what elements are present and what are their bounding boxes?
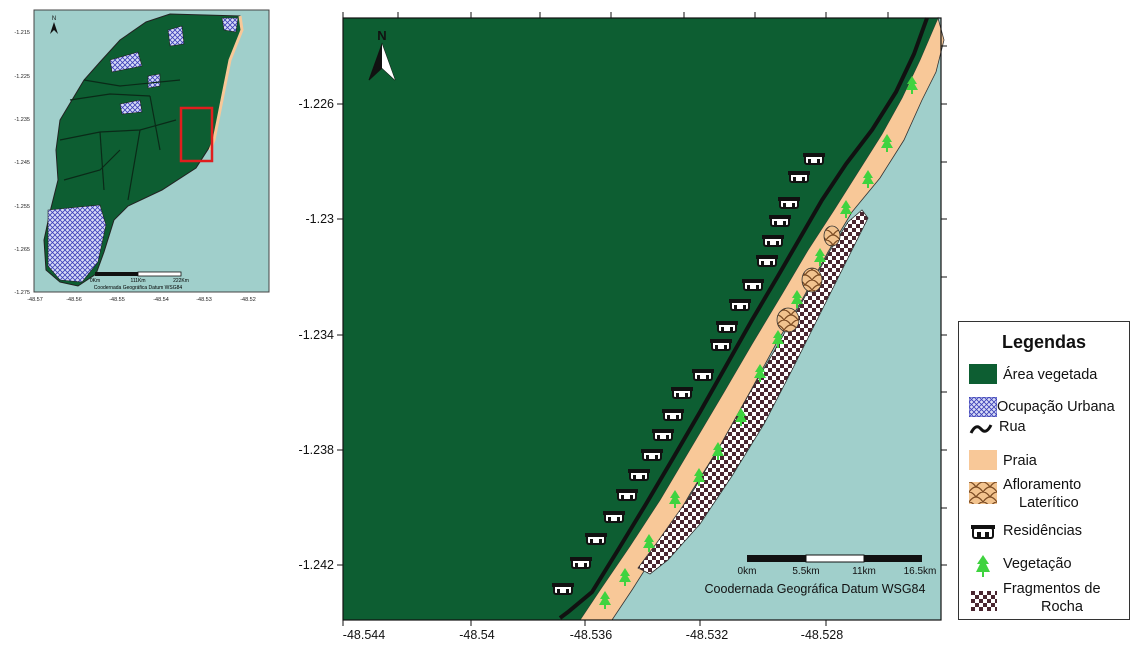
y-tick-label: -1.226 (299, 97, 334, 111)
inset-x-tick: -48.56 (66, 297, 82, 303)
scale-label: 5.5km (792, 566, 819, 577)
datum-label: Coodernada Geográfica Datum WSG84 (705, 582, 926, 596)
legend-label: Praia (1003, 453, 1037, 469)
vegetated-area (343, 18, 938, 620)
urban-swatch (969, 397, 997, 417)
scale-label: 11km (852, 566, 876, 577)
house-icon (787, 170, 811, 183)
house-icon (802, 152, 826, 165)
x-tick-label: -48.532 (686, 628, 728, 642)
legend-label: Rocha (1041, 599, 1083, 615)
house-icon (602, 510, 626, 523)
inset-y-tick: -1.275 (14, 290, 30, 296)
scale-label: 16.5km (904, 566, 937, 577)
inset-y-tick: -1.245 (14, 160, 30, 166)
legend-label: Laterítico (1019, 495, 1079, 511)
house-icon (651, 428, 675, 441)
house-icon (755, 254, 779, 267)
house-icon (584, 532, 608, 545)
road-line (558, 17, 929, 620)
house-icon (569, 556, 593, 569)
inset-scale-label: 111Km (130, 278, 145, 284)
inset-x-tick: -48.52 (240, 297, 256, 303)
house-icon (768, 214, 792, 227)
house-icon (777, 196, 801, 209)
legend-label: Residências (1003, 523, 1082, 539)
legend-label: Fragmentos de (1003, 581, 1101, 597)
inset-x-tick: -48.53 (196, 297, 212, 303)
inset-datum: Coodernada Geográfica Datum WSG84 (94, 285, 183, 291)
house-icon (670, 386, 694, 399)
x-tick-label: -48.536 (570, 628, 612, 642)
inset-y-tick: -1.235 (14, 117, 30, 123)
x-tick-label: -48.544 (343, 628, 385, 642)
main-north-label: N (377, 28, 386, 43)
rock-fragments (637, 209, 869, 575)
road-icon (969, 424, 993, 434)
axis-ticks (337, 12, 947, 626)
inset-north-arrow-icon (50, 22, 58, 34)
inset-scalebar: 0Km 111Km 222Km Coodernada Geográfica Da… (90, 271, 189, 291)
inset-map: N 0Km 111Km 222Km Coodernada Geográfica … (14, 9, 270, 303)
house-icon (661, 408, 685, 421)
inset-x-tick: -48.55 (109, 297, 125, 303)
y-tick-label: -1.238 (299, 443, 334, 457)
inset-scale-label: 222Km (173, 278, 189, 284)
tree-icon (976, 555, 990, 577)
x-tick-label: -48.528 (801, 628, 843, 642)
house-icon (728, 298, 752, 311)
lateritic-outcrops (776, 225, 841, 333)
house-icon (715, 320, 739, 333)
inset-y-tick: -1.215 (14, 30, 30, 36)
inset-x-tick: -48.54 (153, 297, 169, 303)
inset-x-tick: -48.57 (27, 297, 43, 303)
legend-label: Rua (999, 419, 1026, 435)
scale-label: 0km (738, 566, 757, 577)
inset-y-tick: -1.265 (14, 247, 30, 253)
legend-label: Área vegetada (1003, 367, 1098, 383)
rock-fragments-swatch (971, 591, 997, 611)
vegetated-area-swatch (969, 364, 997, 384)
legend-label: Vegetação (1003, 556, 1072, 572)
inset-urban (47, 17, 239, 283)
inset-north-label: N (52, 16, 56, 22)
y-tick-label: -1.234 (299, 328, 334, 342)
y-tick-label: -1.23 (306, 212, 335, 226)
house-icon (709, 338, 733, 351)
house-icon (971, 525, 995, 539)
house-icon (627, 468, 651, 481)
house-icon (640, 448, 664, 461)
inset-extent-box (179, 106, 214, 163)
inset-y-tick: -1.255 (14, 204, 30, 210)
house-icon (761, 234, 785, 247)
main-map: N 0km 5.5km 11km 16.5km Coodernada Geogr… (299, 12, 947, 642)
main-scalebar: 0km 5.5km 11km 16.5km Coodernada Geográf… (705, 554, 937, 596)
legend-box: Legendas Área vegetada Ocupação Urbana R… (958, 321, 1130, 620)
house-icon (741, 278, 765, 291)
lateritic-swatch (969, 482, 997, 504)
house-icon (691, 368, 715, 381)
legend-label: Afloramento (1003, 477, 1082, 493)
house-icon (551, 582, 575, 595)
inset-scale-label: 0Km (90, 278, 100, 284)
inset-y-tick: -1.225 (14, 74, 30, 80)
beach-swatch (969, 450, 997, 470)
x-tick-label: -48.54 (459, 628, 494, 642)
y-tick-label: -1.242 (299, 558, 334, 572)
house-icon (615, 488, 639, 501)
legend-label: Ocupação Urbana (997, 399, 1115, 415)
legend-title: Legendas (1001, 332, 1087, 352)
